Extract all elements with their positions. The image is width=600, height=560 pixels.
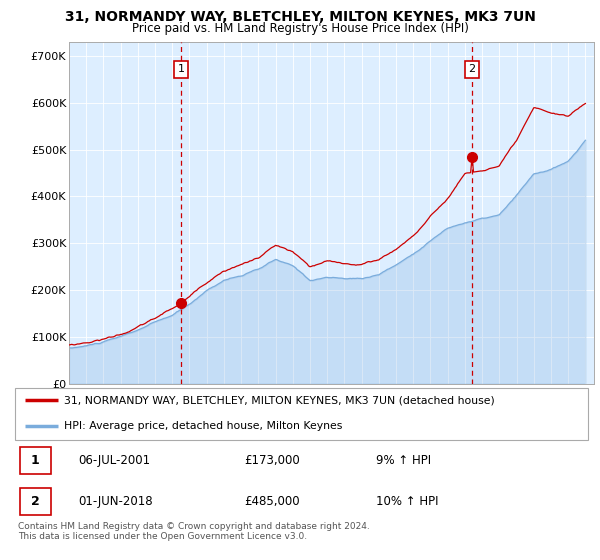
Text: 01-JUN-2018: 01-JUN-2018 bbox=[78, 495, 152, 508]
Text: 31, NORMANDY WAY, BLETCHLEY, MILTON KEYNES, MK3 7UN (detached house): 31, NORMANDY WAY, BLETCHLEY, MILTON KEYN… bbox=[64, 395, 494, 405]
Text: 31, NORMANDY WAY, BLETCHLEY, MILTON KEYNES, MK3 7UN: 31, NORMANDY WAY, BLETCHLEY, MILTON KEYN… bbox=[65, 10, 535, 24]
Text: Contains HM Land Registry data © Crown copyright and database right 2024.
This d: Contains HM Land Registry data © Crown c… bbox=[18, 522, 370, 542]
Text: 1: 1 bbox=[178, 64, 185, 74]
FancyBboxPatch shape bbox=[15, 388, 588, 440]
Text: 2: 2 bbox=[31, 495, 40, 508]
Text: Price paid vs. HM Land Registry's House Price Index (HPI): Price paid vs. HM Land Registry's House … bbox=[131, 22, 469, 35]
Text: £173,000: £173,000 bbox=[244, 454, 300, 467]
Text: 10% ↑ HPI: 10% ↑ HPI bbox=[376, 495, 439, 508]
Text: 9% ↑ HPI: 9% ↑ HPI bbox=[376, 454, 431, 467]
FancyBboxPatch shape bbox=[20, 488, 51, 515]
Text: 2: 2 bbox=[469, 64, 476, 74]
Text: 1: 1 bbox=[31, 454, 40, 467]
Text: HPI: Average price, detached house, Milton Keynes: HPI: Average price, detached house, Milt… bbox=[64, 421, 342, 431]
Text: 06-JUL-2001: 06-JUL-2001 bbox=[78, 454, 150, 467]
Text: £485,000: £485,000 bbox=[244, 495, 300, 508]
FancyBboxPatch shape bbox=[20, 447, 51, 474]
